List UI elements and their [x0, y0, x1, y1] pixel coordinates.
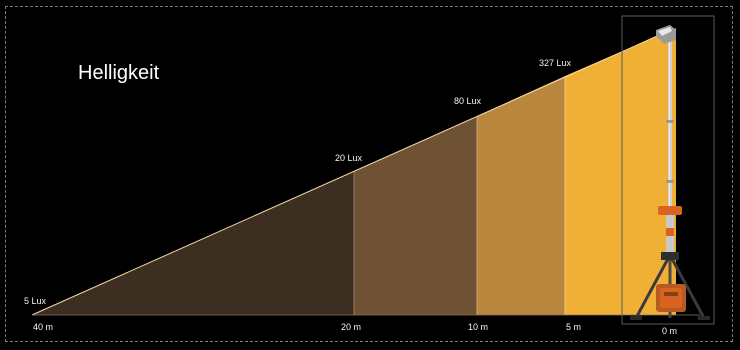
lux-label-10m: 80 Lux	[454, 96, 482, 106]
distance-label-0m: 0 m	[662, 326, 678, 336]
lux-label-40m: 5 Lux	[24, 296, 47, 306]
dashed-frame	[5, 6, 733, 342]
distance-label-5m: 5 m	[566, 322, 582, 332]
zone-20m-10m	[354, 116, 477, 315]
page-title: Helligkeit	[78, 62, 160, 84]
distance-label-20m: 20 m	[341, 322, 362, 332]
beam-edge-line	[31, 32, 665, 316]
distance-label-40m: 40 m	[33, 322, 54, 332]
lamp-area-frame	[621, 15, 715, 325]
lux-label-5m: 327 Lux	[539, 58, 572, 68]
zone-10m-5m	[477, 76, 565, 315]
zone-5m-0m	[565, 28, 676, 315]
distance-label-10m: 10 m	[468, 322, 489, 332]
floodlight-lamp-icon	[630, 25, 710, 320]
lux-label-20m: 20 Lux	[335, 153, 363, 163]
